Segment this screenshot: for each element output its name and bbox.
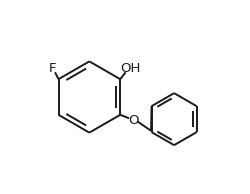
Text: OH: OH xyxy=(121,62,141,75)
Text: F: F xyxy=(49,62,56,75)
Text: O: O xyxy=(128,114,138,127)
